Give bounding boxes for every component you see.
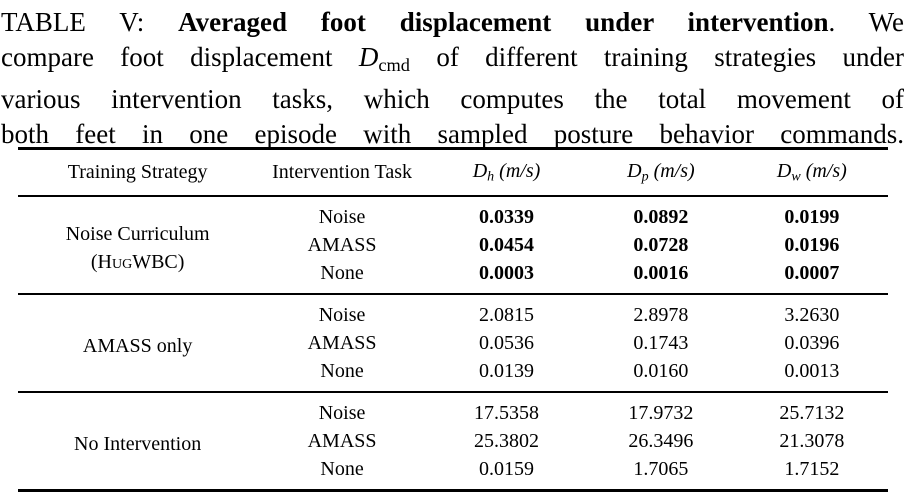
- dp-symbol: D: [627, 159, 642, 182]
- caption-line2-pre: compare foot displacement: [1, 41, 359, 72]
- table-row: AMASS 0.0536 0.1743 0.0396: [18, 329, 888, 357]
- dp-value: 0.0016: [633, 262, 689, 284]
- dh-value: 0.0339: [478, 206, 534, 228]
- task-cell: None: [320, 262, 364, 284]
- table-row: AMASS only Noise 2.0815 2.8978 3.2630: [18, 294, 888, 357]
- dw-value: 25.7132: [779, 402, 845, 424]
- dw-value: 0.0196: [784, 234, 840, 256]
- dw-value: 21.3078: [779, 430, 845, 452]
- dp-subscript: p: [641, 169, 649, 185]
- caption-line-1: TABLE V: Averaged foot displacement unde…: [1, 5, 904, 40]
- dw-subscript: w: [791, 169, 801, 185]
- dp-value: 0.0892: [633, 206, 689, 228]
- dw-value: 1.7152: [784, 458, 840, 480]
- col-header-dh: Dh (m/s): [427, 149, 586, 197]
- dh-value: 0.0139: [478, 360, 534, 382]
- dw-value: 0.0199: [784, 206, 840, 228]
- col-header-dp: Dp (m/s): [586, 149, 736, 197]
- dw-value: 0.0007: [784, 262, 840, 284]
- dh-value: 0.0454: [478, 234, 534, 256]
- group-amass-only: AMASS only Noise 2.0815 2.8978 3.2630 AM…: [18, 294, 888, 392]
- dp-value: 17.9732: [628, 402, 694, 424]
- dp-value: 0.0728: [633, 234, 689, 256]
- caption-line-2: compare foot displacement Dcmd of differ…: [1, 40, 904, 83]
- strategy-line1: Noise Curriculum: [65, 223, 210, 245]
- results-table: Training Strategy Intervention Task Dh (…: [18, 147, 888, 492]
- math-subscript-cmd: cmd: [378, 54, 410, 75]
- dp-value: 0.1743: [633, 332, 689, 354]
- table-header: Training Strategy Intervention Task Dh (…: [18, 149, 888, 197]
- dh-unit: (m/s): [499, 159, 541, 182]
- dw-symbol: D: [776, 159, 792, 182]
- table-caption: TABLE V: Averaged foot displacement unde…: [1, 5, 904, 151]
- dw-value: 0.0396: [784, 332, 840, 354]
- table-row: AMASS 0.0454 0.0728 0.0196: [18, 231, 888, 259]
- strategy-label-no-intervention: No Intervention: [74, 433, 202, 455]
- task-cell: None: [320, 458, 364, 480]
- dp-unit: (m/s): [653, 159, 695, 182]
- task-cell: Noise: [318, 402, 366, 424]
- dp-value: 26.3496: [628, 430, 694, 452]
- dp-value: 0.0160: [633, 360, 689, 382]
- dp-value: 1.7065: [633, 458, 689, 480]
- results-table-container: Training Strategy Intervention Task Dh (…: [18, 147, 888, 492]
- table-row: None 0.0003 0.0016 0.0007: [18, 259, 888, 294]
- strategy-label-noise-curriculum: Noise Curriculum (HugWBC): [18, 196, 257, 294]
- group-noise-curriculum: Noise Curriculum (HugWBC) Noise 0.0339 0…: [18, 196, 888, 294]
- caption-line-4: both feet in one episode with sampled po…: [1, 118, 904, 149]
- caption-line2-post: of different training strategies under: [409, 41, 904, 72]
- dh-symbol: D: [472, 159, 488, 182]
- group-no-intervention: No Intervention Noise 17.5358 17.9732 25…: [18, 392, 888, 491]
- task-cell: Noise: [318, 304, 366, 326]
- strategy-label-amass-only: AMASS only: [82, 335, 193, 357]
- caption-line-3: various intervention tasks, which comput…: [1, 84, 904, 115]
- dh-value: 17.5358: [473, 402, 539, 424]
- col-header-dw: Dw (m/s): [736, 149, 888, 197]
- col-header-training-strategy: Training Strategy: [67, 161, 208, 183]
- dw-value: 0.0013: [784, 360, 840, 382]
- dh-value: 2.0815: [478, 304, 534, 326]
- caption-title-suffix: . We: [828, 7, 904, 37]
- dp-value: 2.8978: [633, 304, 689, 326]
- table-row: None 0.0139 0.0160 0.0013: [18, 357, 888, 392]
- dw-unit: (m/s): [805, 159, 847, 182]
- task-cell: AMASS: [307, 430, 377, 452]
- caption-title: Averaged foot displacement under interve…: [178, 7, 829, 37]
- dh-subscript: h: [487, 169, 495, 185]
- table-row: AMASS 25.3802 26.3496 21.3078: [18, 427, 888, 455]
- strategy-line2-pre: (H: [90, 251, 112, 273]
- dw-value: 3.2630: [784, 304, 840, 326]
- task-cell: AMASS: [307, 332, 377, 354]
- caption-label: TABLE V:: [1, 7, 179, 37]
- math-symbol-D: D: [358, 41, 379, 72]
- header-row: Training Strategy Intervention Task Dh (…: [18, 149, 888, 197]
- dh-value: 25.3802: [473, 430, 539, 452]
- dh-value: 0.0159: [478, 458, 534, 480]
- dh-value: 0.0536: [478, 332, 534, 354]
- dh-value: 0.0003: [478, 262, 534, 284]
- col-header-intervention-task: Intervention Task: [272, 161, 412, 183]
- table-row: Noise Curriculum (HugWBC) Noise 0.0339 0…: [18, 196, 888, 273]
- table-row: No Intervention Noise 17.5358 17.9732 25…: [18, 392, 888, 455]
- task-cell: None: [320, 360, 364, 382]
- task-cell: AMASS: [307, 234, 377, 256]
- strategy-line2-post: WBC): [132, 251, 185, 273]
- strategy-line2: (HugWBC): [18, 248, 257, 276]
- table-row: None 0.0159 1.7065 1.7152: [18, 455, 888, 491]
- task-cell: Noise: [318, 206, 366, 228]
- strategy-line2-smallcaps: ug: [111, 251, 133, 273]
